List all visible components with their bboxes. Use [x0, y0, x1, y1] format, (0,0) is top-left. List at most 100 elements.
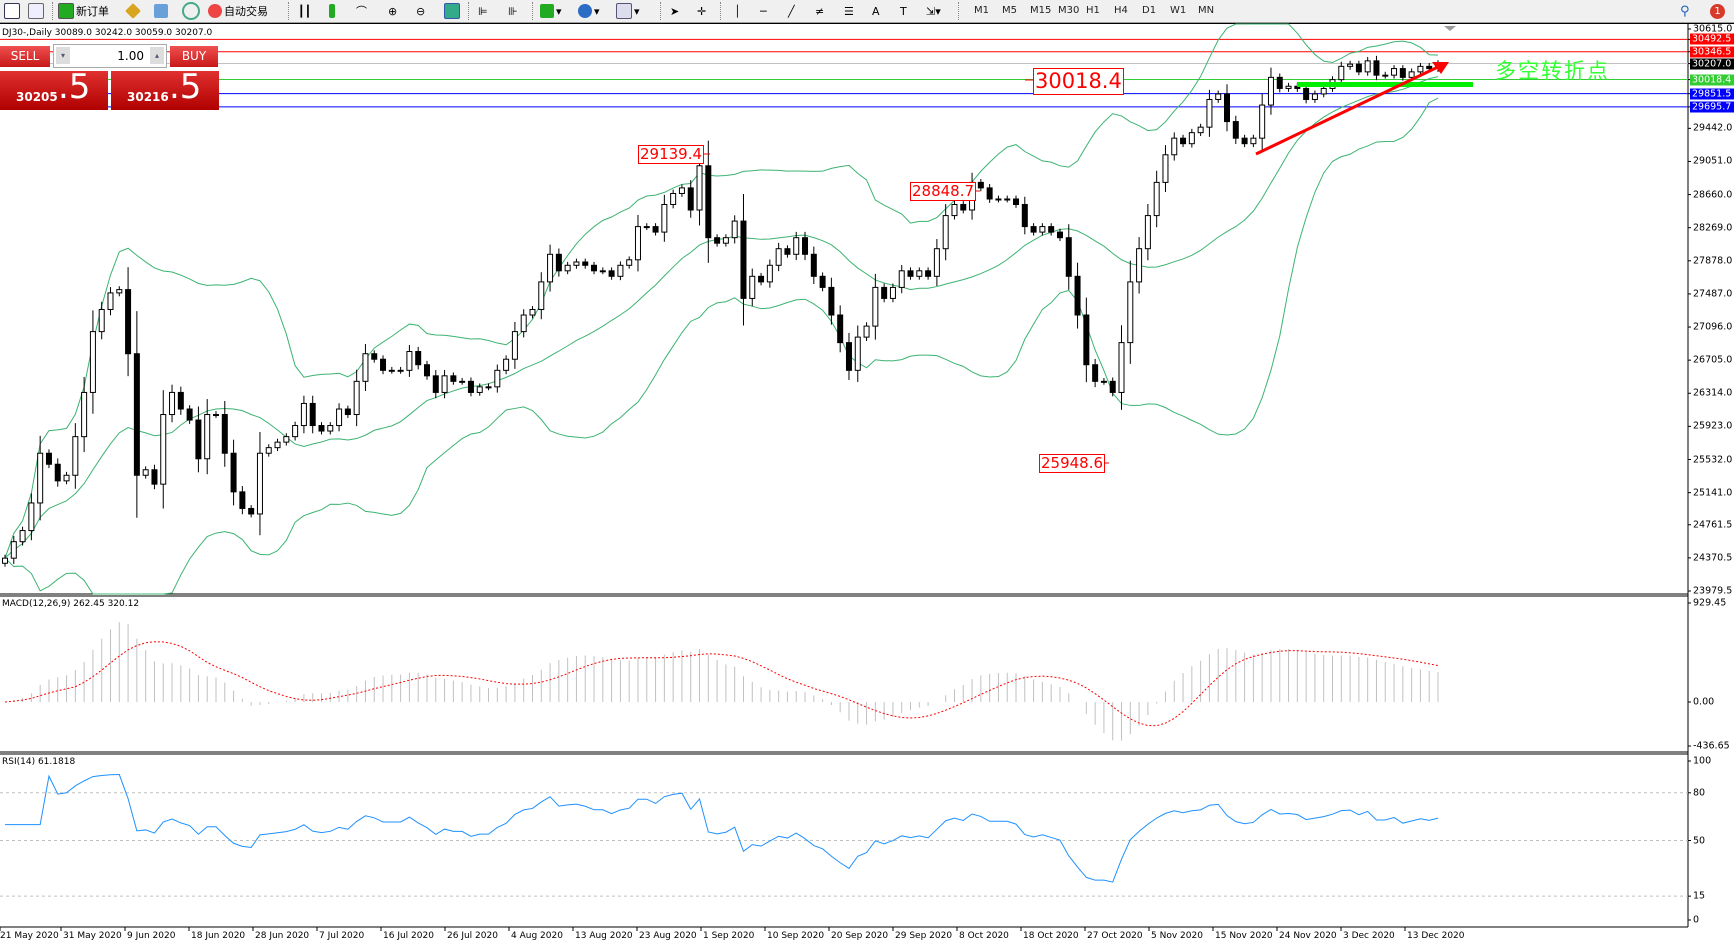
market-watch-icon[interactable]: [125, 2, 142, 20]
notification-badge: 1: [1710, 3, 1725, 19]
timeframe-h1[interactable]: H1: [1086, 5, 1100, 16]
date-label: 28 Jun 2020: [255, 931, 310, 941]
arrows-dropdown[interactable]: ⇲▾: [926, 4, 941, 18]
fibonacci-icon[interactable]: ☰: [844, 4, 854, 18]
lot-size-field[interactable]: ▾ 1.00 ▴: [53, 44, 167, 68]
candle-body: [1347, 63, 1354, 67]
timeframe-d1[interactable]: D1: [1142, 5, 1157, 16]
timeframe-w1[interactable]: W1: [1170, 5, 1187, 16]
price-axis-label: 25532.0: [1693, 454, 1733, 465]
date-label: 21 May 2020: [0, 931, 59, 941]
print-preview-icon[interactable]: [28, 2, 46, 20]
rsi-axis-label: 15: [1693, 890, 1706, 902]
candle-body: [212, 414, 219, 417]
date-label: 20 Sep 2020: [831, 931, 889, 941]
auto-trading-button[interactable]: 自动交易: [208, 2, 268, 20]
crosshair-icon[interactable]: ✛: [697, 4, 707, 18]
timeframe-m1[interactable]: M1: [974, 5, 989, 16]
lot-size-value: 1.00: [117, 49, 144, 63]
candle-body: [1100, 380, 1107, 383]
buy-button[interactable]: BUY: [170, 46, 218, 67]
buy-price-tail: .5: [169, 67, 202, 107]
toolbar-separator: [532, 2, 534, 20]
candle-body: [881, 286, 888, 299]
candle-body: [1127, 281, 1134, 344]
candle-body: [1276, 76, 1283, 89]
timeframe-h4[interactable]: H4: [1114, 5, 1128, 16]
candle-body: [678, 187, 685, 194]
candle-body: [749, 275, 756, 299]
date-label: 9 Jun 2020: [127, 931, 176, 941]
price-level-tag: 30207.0: [1690, 58, 1734, 70]
sell-button[interactable]: SELL: [0, 46, 50, 67]
candle-body: [397, 369, 404, 372]
templates-dropdown[interactable]: ▾: [616, 2, 640, 20]
text-icon[interactable]: A: [872, 4, 880, 18]
price-axis-label: 26314.0: [1693, 387, 1733, 399]
indicators-dropdown[interactable]: ▾: [540, 2, 562, 20]
candle-body: [775, 248, 782, 266]
price-axis-label: 28660.0: [1693, 189, 1733, 201]
text-label-icon[interactable]: T: [900, 4, 907, 18]
candle-body: [98, 309, 105, 333]
candle-body: [1303, 87, 1310, 100]
line-chart-icon[interactable]: ⌒: [356, 5, 367, 18]
candle-body: [10, 541, 17, 559]
timeframe-mn[interactable]: MN: [1198, 5, 1215, 16]
candle-body: [125, 289, 132, 355]
zoom-in-icon[interactable]: ⊕: [388, 4, 398, 18]
vertical-line-icon[interactable]: │: [734, 4, 741, 18]
price-axis-label: 27878.0: [1693, 255, 1733, 267]
candle-body: [977, 181, 984, 189]
sell-price-box[interactable]: 30205 .5: [0, 67, 108, 110]
signals-icon[interactable]: [182, 2, 202, 20]
horizontal-line-icon[interactable]: ─: [760, 4, 767, 18]
candle-body: [432, 375, 439, 393]
price-level-tag: 29695.7: [1690, 101, 1734, 113]
navigator-icon[interactable]: [154, 2, 170, 20]
zoom-out-icon[interactable]: ⊖: [416, 4, 426, 18]
buy-price-box[interactable]: 30216 .5: [111, 67, 219, 110]
tile-windows-icon[interactable]: [444, 2, 462, 20]
candle-body: [1092, 364, 1099, 382]
candle-body: [1241, 137, 1248, 145]
trend-arrow-line: [1255, 64, 1441, 156]
file-icon[interactable]: [4, 2, 22, 20]
candle-body: [309, 402, 316, 427]
periods-dropdown[interactable]: ▾: [578, 2, 600, 20]
timeframe-m15[interactable]: M15: [1030, 5, 1052, 16]
candlestick-icon[interactable]: [325, 2, 337, 20]
lot-decrease-button[interactable]: ▾: [56, 47, 70, 64]
notifications-icon[interactable]: 1: [1710, 2, 1725, 20]
candle-body: [1074, 275, 1081, 316]
candle-body: [793, 237, 800, 255]
candle-body: [898, 270, 905, 288]
candle-body: [19, 530, 26, 543]
candle-body: [1109, 380, 1116, 393]
one-click-trading-panel: SELL ▾ 1.00 ▴ BUY 30205 .5 30216 .5: [0, 44, 220, 110]
chart-shift-icon[interactable]: ⊫: [478, 4, 488, 18]
lot-increase-button[interactable]: ▴: [150, 47, 164, 64]
equidistant-channel-icon[interactable]: ≠: [815, 4, 825, 18]
pivot-note: 多空转折点: [1495, 59, 1610, 83]
date-label: 26 Jul 2020: [447, 931, 498, 941]
search-icon[interactable]: ⚲: [1680, 3, 1690, 19]
date-label: 10 Sep 2020: [767, 931, 825, 941]
bar-chart-icon[interactable]: ┃┃: [298, 4, 312, 18]
candle-body: [564, 264, 571, 272]
buy-price-main: 30216: [127, 90, 169, 104]
candle-body: [845, 342, 852, 371]
candle-body: [1224, 93, 1231, 123]
timeframe-m5[interactable]: M5: [1002, 5, 1017, 16]
timeframe-m30[interactable]: M30: [1058, 5, 1080, 16]
candle-body: [986, 187, 993, 200]
autoscroll-icon[interactable]: ⊪: [508, 4, 518, 18]
candle-body: [740, 220, 747, 299]
trendline-icon[interactable]: ╱: [788, 4, 795, 18]
candle-body: [722, 237, 729, 244]
candle-body: [529, 309, 536, 316]
new-order-button[interactable]: 新订单: [58, 2, 109, 20]
rsi-axis-label: 50: [1693, 835, 1706, 846]
cursor-icon[interactable]: ➤: [670, 4, 680, 18]
